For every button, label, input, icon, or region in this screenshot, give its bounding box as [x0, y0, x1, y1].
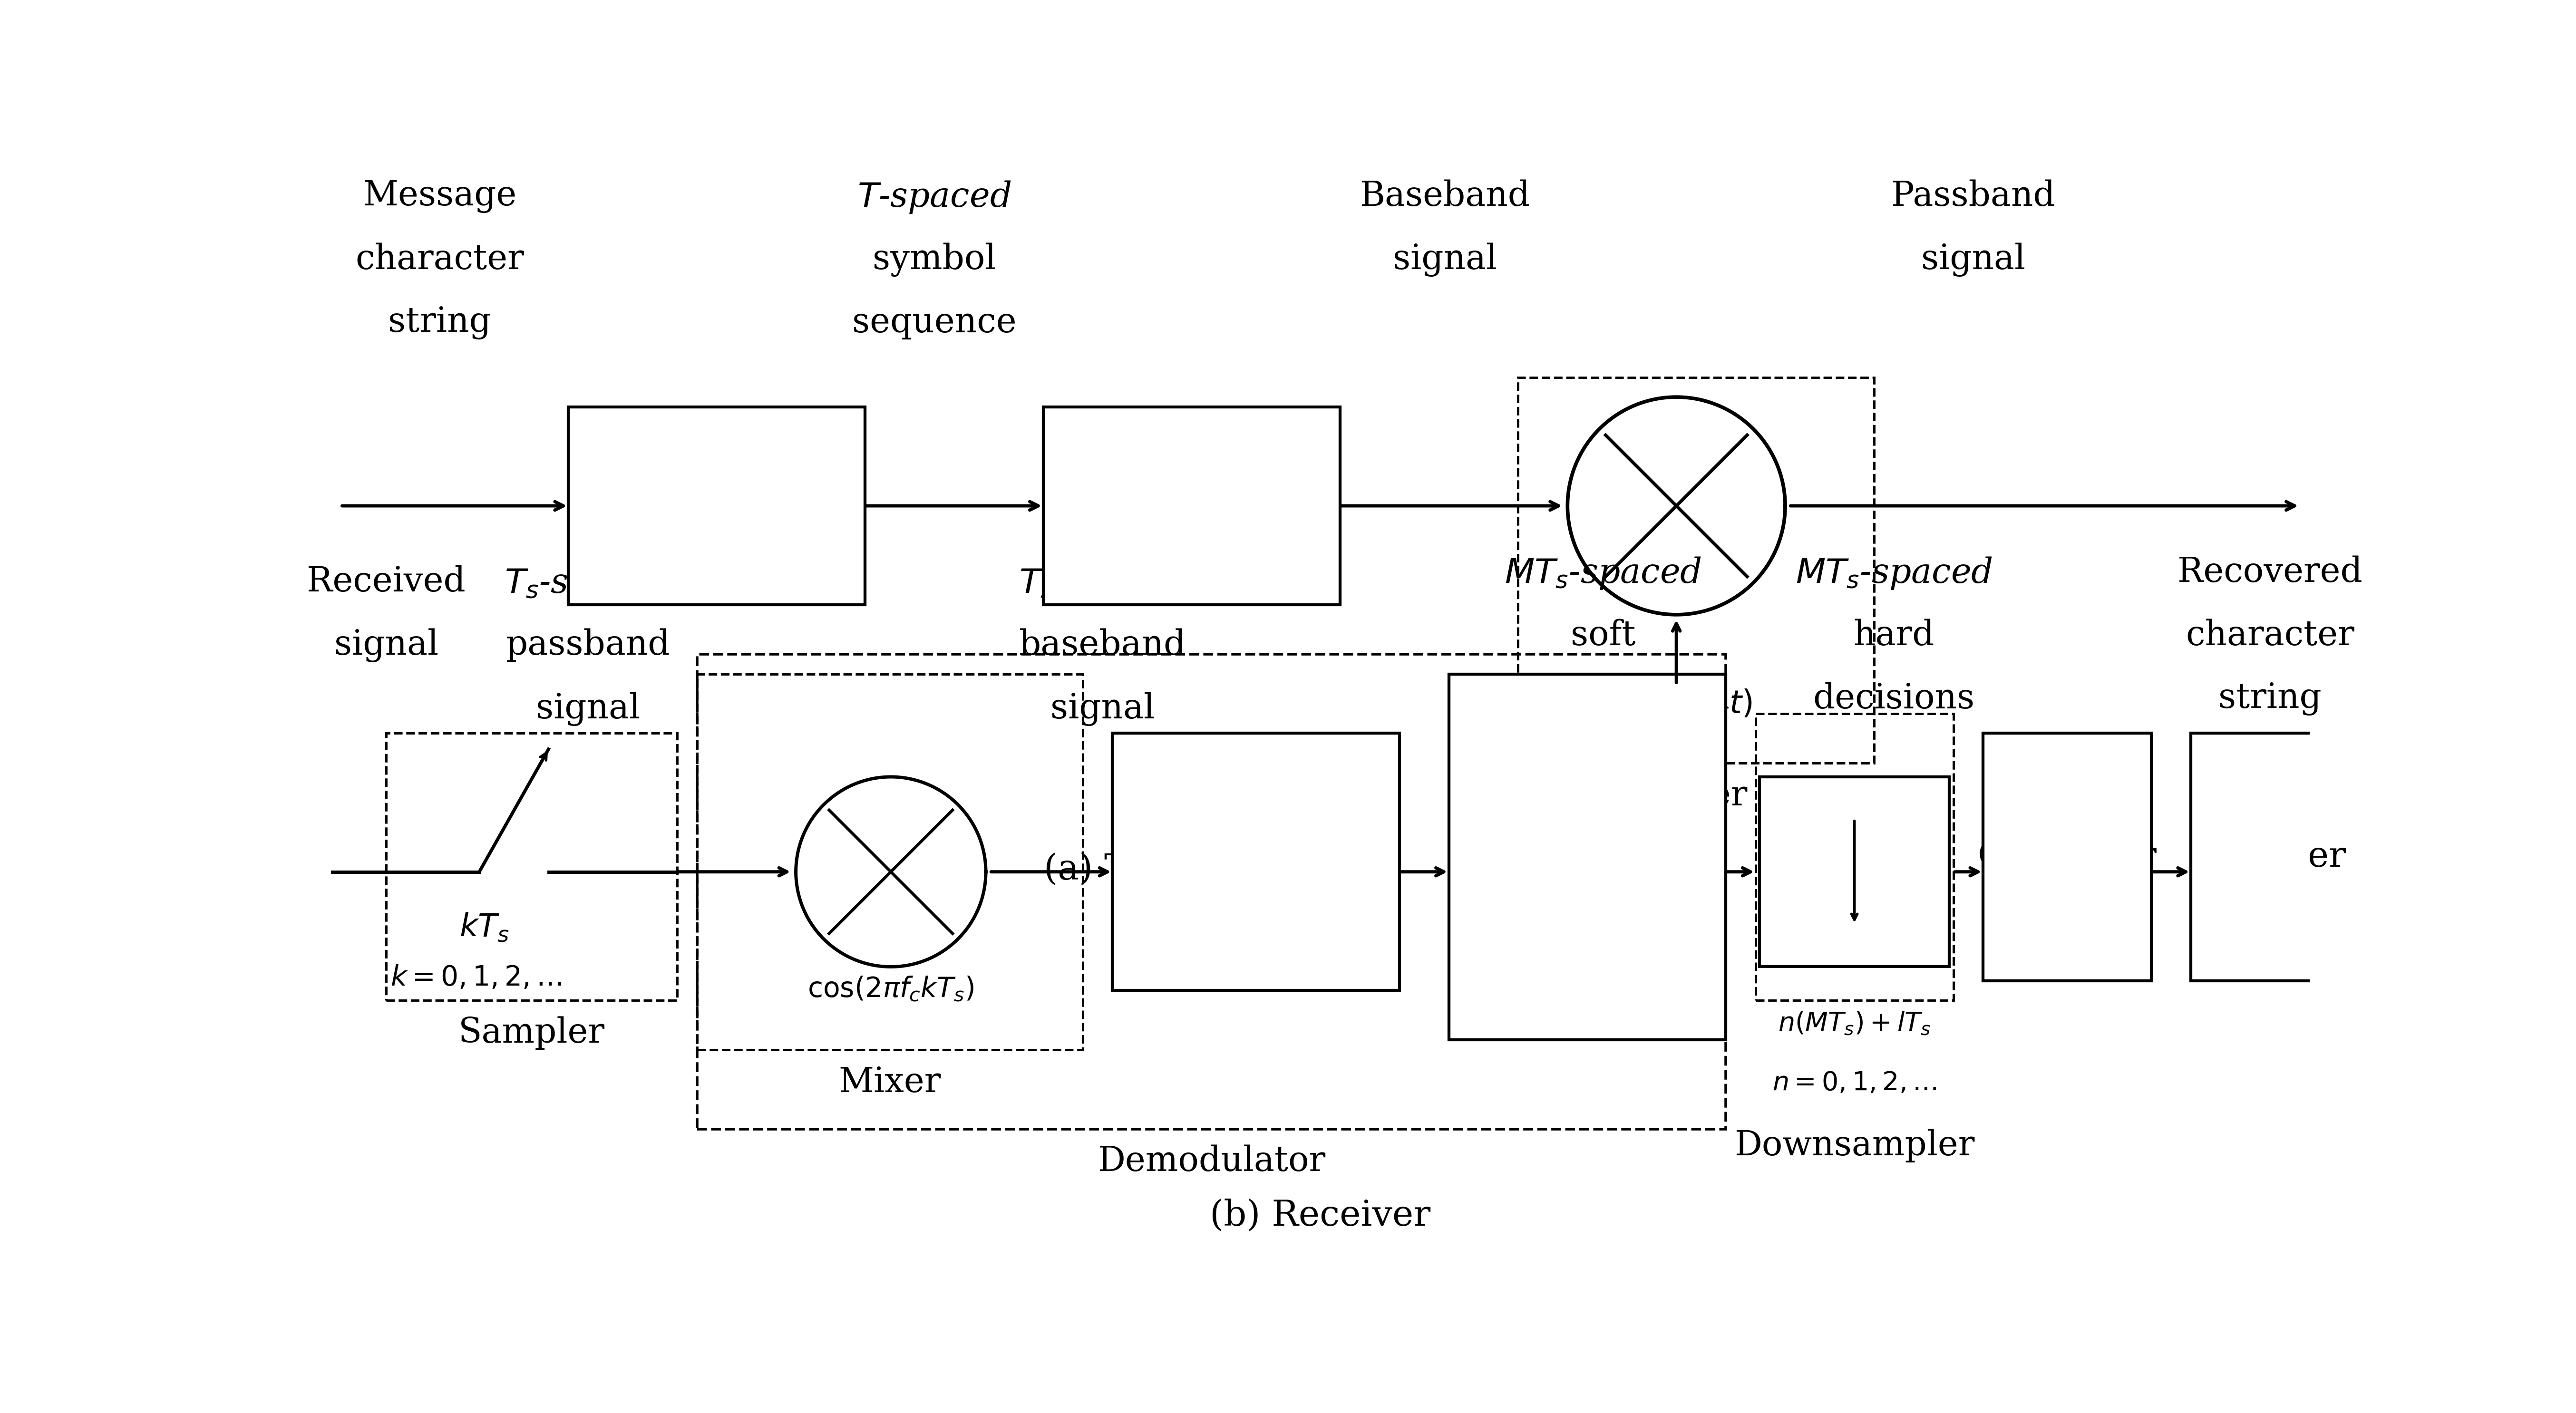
Text: signal: signal: [335, 629, 438, 663]
Text: $MT_s$-spaced: $MT_s$-spaced: [1795, 555, 1991, 591]
Bar: [1517, 377, 1875, 763]
Text: character: character: [2184, 619, 2354, 653]
Bar: [1448, 674, 1726, 1040]
Bar: [1754, 714, 1953, 1000]
Text: character: character: [355, 243, 523, 277]
Text: Baseband: Baseband: [1360, 179, 1530, 213]
Text: $MT_s$-spaced: $MT_s$-spaced: [1504, 555, 1703, 591]
Text: Quantizer: Quantizer: [1978, 839, 2156, 875]
Text: decisions: decisions: [1814, 682, 1976, 715]
Bar: [569, 407, 866, 605]
Bar: [1759, 777, 1950, 966]
Bar: [1113, 733, 1399, 991]
Text: $T$-spaced: $T$-spaced: [858, 179, 1012, 215]
Text: decisions: decisions: [1522, 682, 1685, 715]
Text: $T_s$-spaced: $T_s$-spaced: [1020, 565, 1185, 601]
Text: hard: hard: [1855, 619, 1935, 653]
Text: $T_s$-spaced: $T_s$-spaced: [505, 565, 672, 601]
Text: passband: passband: [505, 629, 670, 663]
Text: Recovered: Recovered: [2177, 555, 2362, 589]
Text: signal: signal: [1051, 692, 1154, 726]
Text: $\cos(2\pi f_c kT_s)$: $\cos(2\pi f_c kT_s)$: [809, 975, 974, 1003]
Text: $kT_s$: $kT_s$: [459, 911, 510, 944]
Text: Lowpass
filter: Lowpass filter: [1177, 825, 1334, 899]
Text: Received: Received: [307, 565, 466, 599]
Text: Pulse
filter: Pulse filter: [1144, 469, 1242, 543]
Text: signal: signal: [1922, 243, 2025, 277]
Text: Decoder: Decoder: [2195, 839, 2347, 875]
Text: (a) Transmitter: (a) Transmitter: [1043, 852, 1319, 887]
Text: $\cos(2\pi f_c t)$: $\cos(2\pi f_c t)$: [1600, 688, 1752, 719]
Text: $n(MT_s)+lT_s$: $n(MT_s)+lT_s$: [1777, 1010, 1932, 1036]
Text: signal: signal: [1394, 243, 1497, 277]
Text: Downsampler: Downsampler: [1734, 1129, 1976, 1163]
Text: baseband: baseband: [1020, 629, 1185, 663]
Text: string: string: [389, 307, 492, 339]
Bar: [698, 654, 1726, 1129]
Text: Pulse
correlator
filter: Pulse correlator filter: [1497, 800, 1680, 914]
Text: Coder: Coder: [662, 489, 773, 523]
Text: Sampler: Sampler: [459, 1016, 605, 1050]
Bar: [1984, 733, 2151, 981]
Text: Demodulator: Demodulator: [1097, 1145, 1324, 1178]
Text: $k=0,1,2,\ldots$: $k=0,1,2,\ldots$: [389, 965, 562, 992]
Text: sequence: sequence: [853, 307, 1018, 339]
Text: symbol: symbol: [873, 243, 997, 277]
Text: Message: Message: [363, 179, 518, 213]
Text: Mixer: Mixer: [1646, 779, 1747, 812]
Text: Passband: Passband: [1891, 179, 2056, 213]
Bar: [2190, 733, 2349, 981]
Text: $n=0,1,2,\ldots$: $n=0,1,2,\ldots$: [1772, 1070, 1937, 1095]
Text: signal: signal: [536, 692, 641, 726]
Bar: [1043, 407, 1340, 605]
Bar: [386, 733, 677, 1000]
Text: string: string: [2218, 682, 2321, 715]
Text: Mixer: Mixer: [840, 1065, 940, 1099]
Text: (b) Receiver: (b) Receiver: [1211, 1198, 1430, 1234]
Bar: [698, 674, 1082, 1050]
Text: soft: soft: [1571, 619, 1636, 653]
